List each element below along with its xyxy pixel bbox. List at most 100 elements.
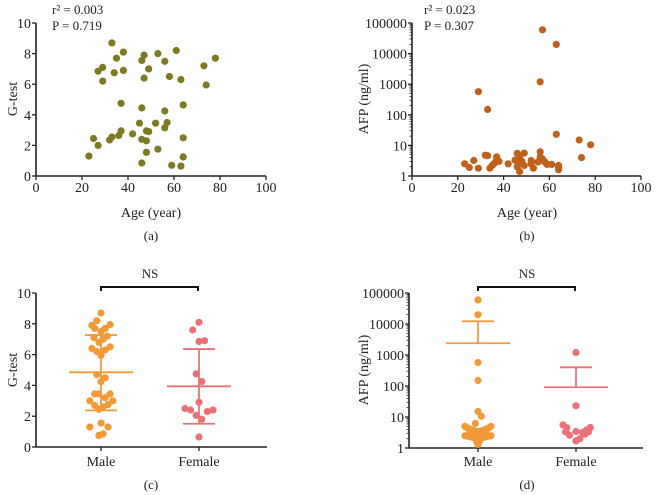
panel-b-data-point: [587, 141, 595, 149]
panel-b-data-point: [484, 105, 492, 113]
panel-a-data-point: [112, 54, 121, 62]
panel-c-y-tick-label: 10: [17, 287, 31, 302]
panel-b-points: [461, 26, 595, 176]
panel-c-male-data-point: [91, 324, 99, 332]
panel-b-data-point: [529, 164, 538, 172]
panel-d-female-data-point: [572, 402, 580, 410]
panel-a-data-point: [94, 67, 102, 75]
panel-a-data-point: [145, 65, 153, 73]
panel-d-male-data-point: [474, 359, 482, 367]
panel-a-data-point: [108, 133, 116, 141]
panel-d-y-tick-label: 100000: [362, 287, 404, 302]
panel-b-data-point: [552, 40, 560, 49]
panel-d-category-label-female: Female: [555, 455, 596, 470]
panel-d-male-data-point: [482, 429, 490, 437]
panel-a-data-point: [138, 159, 146, 167]
panel-c-male-data-point: [104, 423, 112, 431]
panel-a-data-point: [211, 54, 219, 62]
panel-c-female-data-point: [201, 337, 209, 345]
panel-c-female-data-point: [198, 378, 206, 386]
panel-d-y-tick-label: 10000: [369, 318, 404, 333]
panel-a-data-point: [138, 104, 146, 112]
panel-a-data-point: [140, 74, 148, 82]
panel-a-data-point: [177, 76, 185, 84]
panel-a-data-point: [108, 39, 116, 47]
panel-b-data-point: [575, 136, 583, 144]
panel-a-data-point: [145, 128, 153, 136]
panel-b-data-point: [552, 130, 560, 138]
panel-c-male-data-point: [106, 390, 114, 398]
panel-a-y-axis-title: G-test: [6, 82, 21, 116]
panel-a-data-point: [119, 48, 127, 56]
panel-d-female-data-point: [586, 423, 594, 432]
panel-b-x-axis-title: Age (year): [497, 206, 558, 221]
panel-a-data-point: [161, 57, 169, 65]
panel-b-data-point: [536, 78, 544, 86]
panel-a-label: (a): [144, 228, 158, 243]
panel-a-data-point: [85, 152, 93, 160]
panel-a-y-tick-label: 2: [24, 139, 31, 154]
panel-d-male-data-point: [474, 376, 482, 385]
panel-d-male-data-point: [487, 422, 495, 430]
panel-a-data-point: [200, 62, 208, 70]
panel-a-data-point: [177, 162, 185, 170]
panel-c-y-axis-title: G-test: [6, 353, 21, 387]
panel-a-y-tick-label: 0: [24, 170, 31, 185]
panel-d-male-data-point: [477, 412, 485, 420]
panel-a-data-point: [168, 161, 176, 169]
panel-a-data-point: [161, 107, 169, 115]
panel-a-data-point: [172, 46, 180, 55]
panel-a-points: [85, 39, 219, 170]
panel-b-x-tick-label: 20: [451, 181, 465, 196]
panel-c-y-tick-label: 6: [24, 349, 31, 364]
panel-c-female-data-point: [195, 398, 203, 406]
panel-c-male-data-point: [86, 397, 94, 405]
panel-b-x-tick-label: 100: [631, 181, 652, 196]
panel-c-female-data-point: [195, 337, 203, 346]
panel-b-y-tick-label: 100000: [365, 17, 407, 32]
panel-a-data-point: [99, 77, 107, 85]
panel-b-r2-annotation: r² = 0.023: [424, 2, 475, 17]
panel-b-y-tick-label: 10000: [372, 48, 407, 63]
panel-d-male-data-point: [474, 296, 482, 304]
panel-c-label: (c): [144, 477, 158, 492]
panel-d-male-data-point: [471, 419, 479, 427]
panel-c-significance-label: NS: [142, 266, 159, 281]
panel-a-data-point: [89, 134, 98, 143]
panel-d-y-tick-label: 10: [390, 411, 404, 426]
panel-b-data-point: [577, 154, 586, 162]
panel-a-data-point: [138, 56, 146, 65]
panel-c-male-data-point: [97, 378, 105, 386]
panel-a-data-point: [110, 69, 118, 77]
panel-a-data-point: [179, 134, 187, 142]
panel-b-x-tick-label: 80: [588, 181, 602, 196]
panel-b-x-tick-label: 0: [409, 181, 416, 196]
panel-c-male-data-point: [93, 317, 101, 325]
panel-a-x-tick-label: 100: [256, 181, 277, 196]
panel-c-points: [69, 309, 231, 441]
panel-b-data-point: [536, 148, 544, 156]
panel-c-gtest-by-sex: NS 0 2 4 6 8 10 Male Female G-test (c): [6, 266, 267, 492]
panel-b-y-tick-label: 100: [386, 109, 407, 124]
panel-b-age-vs-afp: r² = 0.023 P = 0.307 1101001000100001000…: [357, 2, 652, 243]
panel-d-axes: 1 10 100 1000 10000 100000 Male Female: [362, 287, 643, 470]
panel-a-x-tick-label: 80: [213, 181, 227, 196]
panel-c-y-tick-label: 4: [24, 379, 31, 394]
panel-b-data-point: [465, 163, 473, 172]
panel-d-category-label-male: Male: [464, 455, 493, 470]
panel-c-significance-bracket: [100, 286, 199, 291]
panel-d-significance-bracket: [477, 286, 576, 291]
panel-c-y-tick-label: 8: [24, 318, 31, 333]
panel-c-female-data-point: [203, 408, 211, 416]
panel-d-female-data-point: [576, 435, 584, 443]
panel-c-male-data-point: [86, 423, 94, 431]
panel-c-male-data-point: [101, 394, 109, 402]
panel-a-y-tick-label: 4: [24, 109, 31, 124]
panel-a-data-point: [117, 99, 125, 107]
panel-b-data-point: [520, 161, 528, 170]
panel-c-female-data-point: [192, 411, 200, 419]
panel-b-label: (b): [519, 228, 534, 243]
